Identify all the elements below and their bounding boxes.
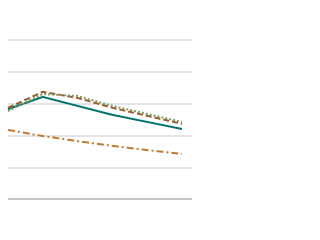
line-series xyxy=(7,95,183,130)
chart xyxy=(7,39,192,200)
line-series xyxy=(7,128,183,155)
line-series xyxy=(7,90,183,125)
line-series xyxy=(7,93,183,123)
